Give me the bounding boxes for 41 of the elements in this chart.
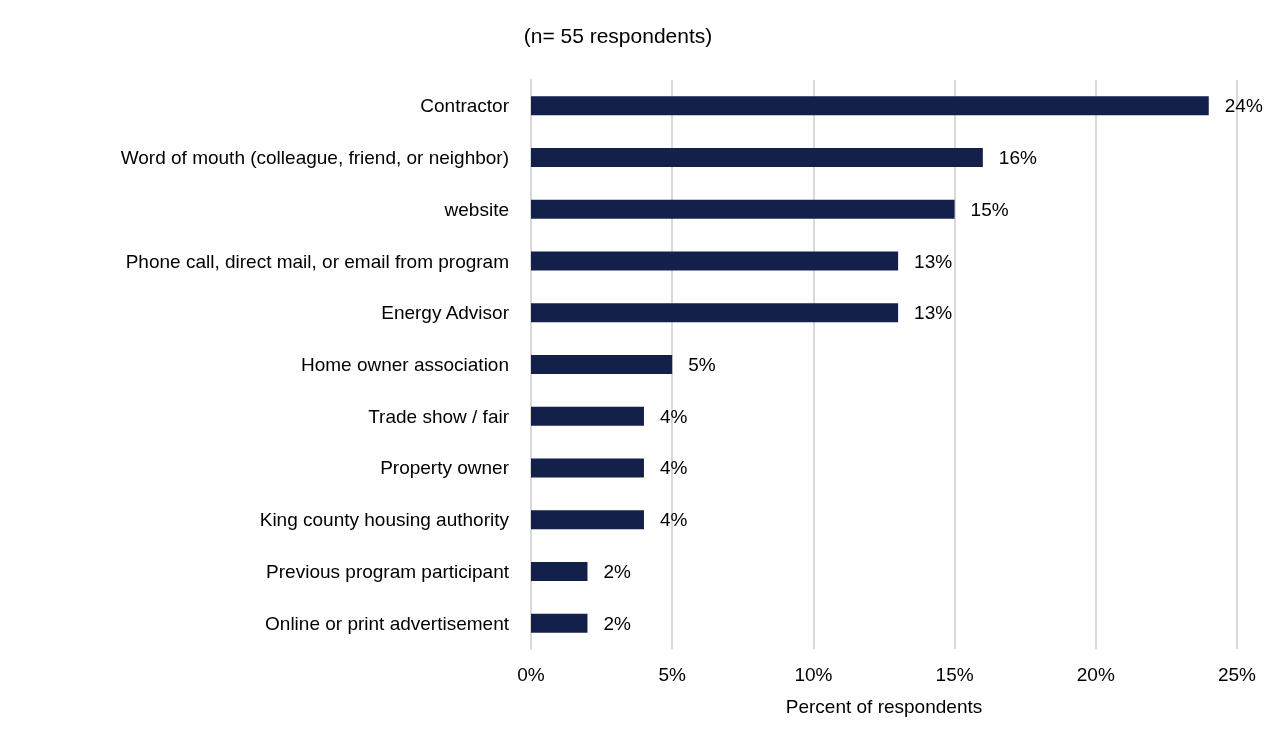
y-tick-label: Previous program participant	[266, 560, 510, 582]
bar	[531, 406, 644, 426]
y-tick-label: website	[443, 198, 509, 220]
bar	[531, 148, 983, 168]
x-tick-label: 0%	[517, 664, 545, 685]
bar	[531, 251, 899, 271]
bar	[531, 510, 644, 530]
bar	[531, 199, 955, 219]
x-tick-label: 5%	[658, 664, 687, 685]
y-tick-label: Online or print advertisement	[265, 612, 510, 634]
y-tick-label: Word of mouth (colleague, friend, or neighbor)	[120, 147, 509, 169]
y-tick-label: Property owner	[380, 457, 510, 479]
data-label: 15%	[970, 198, 1009, 220]
bar	[531, 303, 899, 323]
data-label: 24%	[1224, 95, 1263, 117]
data-label: 2%	[603, 560, 632, 582]
chart-title: (n= 55 respondents)	[523, 24, 713, 47]
y-tick-label: Energy Advisor	[381, 302, 510, 324]
x-tick-label: 25%	[1217, 664, 1257, 685]
data-label: 5%	[688, 354, 716, 375]
data-label: 13%	[914, 302, 953, 324]
x-tick-label: 10%	[794, 664, 833, 685]
bar	[531, 561, 588, 581]
data-label: 4%	[659, 457, 688, 479]
x-axis-title: Percent of respondents	[785, 696, 983, 717]
bar	[531, 458, 644, 478]
data-label: 4%	[659, 509, 688, 531]
bar	[531, 355, 673, 374]
y-tick-label: Phone call, direct mail, or email from program	[125, 250, 509, 272]
data-label: 4%	[659, 405, 688, 427]
y-tick-label: King county housing authority	[259, 509, 510, 531]
data-label: 16%	[998, 147, 1037, 169]
y-tick-label: Home owner association	[300, 354, 509, 375]
x-tick-label: 15%	[935, 664, 974, 685]
bar	[531, 96, 1209, 116]
bar	[531, 613, 588, 633]
y-tick-label: Contractor	[420, 95, 510, 117]
data-label: 2%	[603, 612, 632, 634]
x-tick-label: 20%	[1076, 664, 1115, 685]
data-label: 13%	[914, 250, 953, 272]
y-tick-label: Trade show / fair	[368, 405, 510, 427]
